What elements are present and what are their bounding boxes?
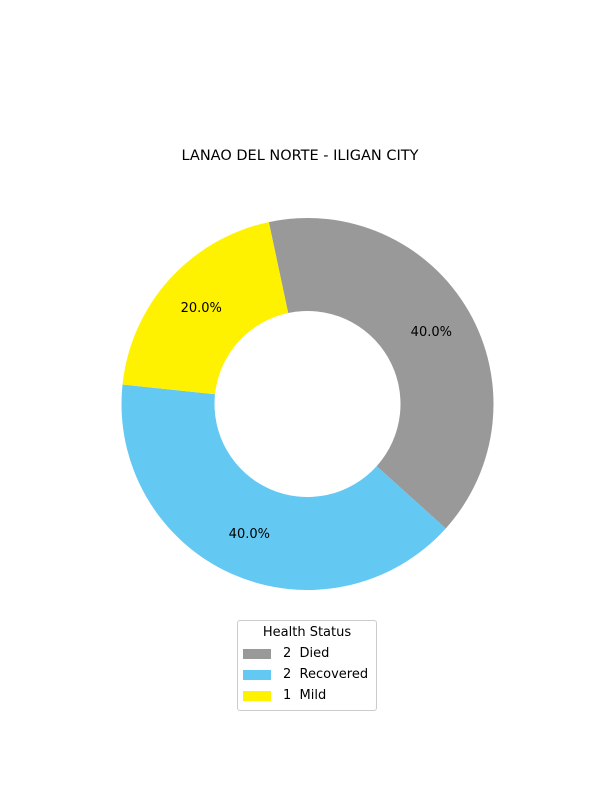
chart-title: LANAO DEL NORTE - ILIGAN CITY (181, 148, 419, 164)
legend-swatch-mild (243, 690, 271, 701)
legend-item-recovered: 2 Recovered (238, 664, 376, 685)
legend-label-recovered: 2 Recovered (283, 667, 369, 682)
slice-died (268, 218, 494, 529)
slice-label-recovered: 40.0% (229, 527, 270, 542)
legend-item-died: 2 Died (238, 643, 376, 664)
slice-recovered (121, 384, 446, 590)
legend-item-mild: 1 Mild (238, 685, 376, 706)
slice-label-died: 40.0% (411, 325, 452, 340)
slice-label-mild: 20.0% (181, 301, 222, 316)
legend-title: Health Status (262, 625, 352, 640)
legend-swatch-died (243, 648, 271, 659)
slice-mild (122, 222, 289, 395)
legend-label-mild: 1 Mild (283, 688, 327, 703)
legend-swatch-recovered (243, 669, 271, 680)
legend-label-died: 2 Died (283, 646, 330, 661)
legend: Health Status 2 Died 2 Recovered 1 Mild (237, 620, 377, 711)
